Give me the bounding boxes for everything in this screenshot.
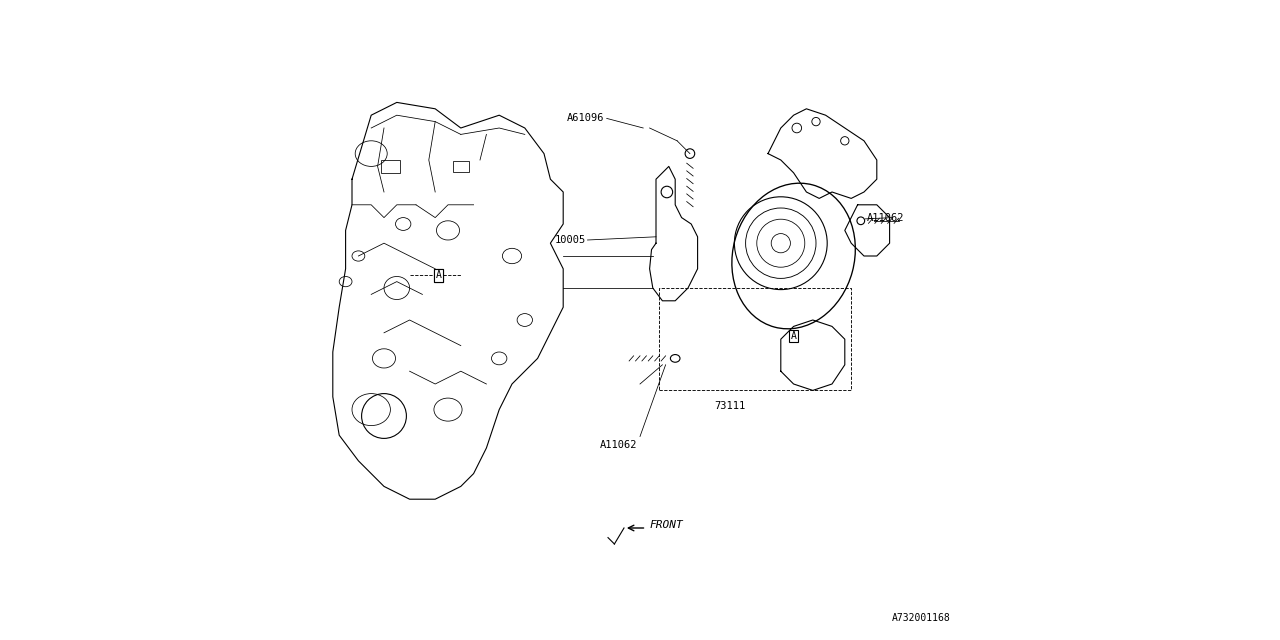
Text: A732001168: A732001168: [892, 612, 950, 623]
Text: A11062: A11062: [600, 440, 637, 450]
Text: 73111: 73111: [714, 401, 745, 412]
Text: A: A: [435, 270, 442, 280]
Bar: [453, 161, 468, 172]
Text: A11062: A11062: [868, 212, 905, 223]
Text: FRONT: FRONT: [650, 520, 684, 530]
Text: A: A: [435, 270, 442, 280]
Text: A: A: [791, 331, 796, 341]
Text: 10005: 10005: [554, 235, 585, 245]
Bar: [381, 160, 399, 173]
Text: A61096: A61096: [567, 113, 604, 124]
